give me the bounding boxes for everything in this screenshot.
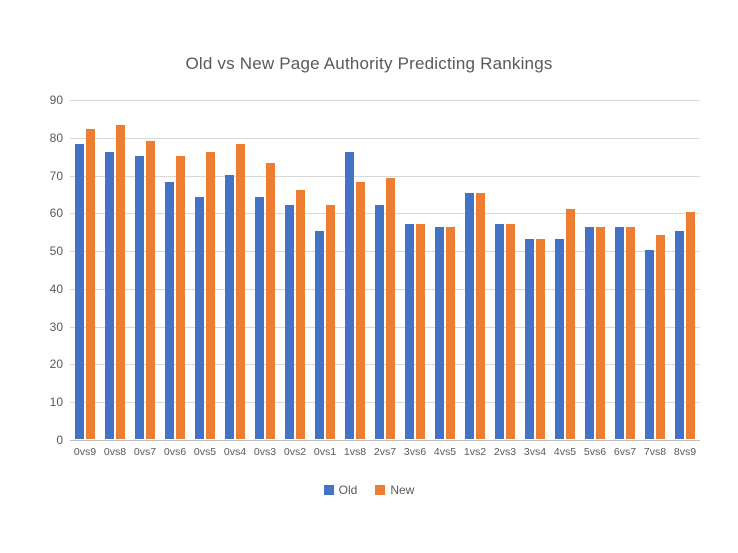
x-tick-label-11: 3vs6 xyxy=(403,446,427,458)
x-tick-label-4: 0vs5 xyxy=(193,446,217,458)
bar-old-14-2vs3 xyxy=(495,223,504,439)
gridline-80 xyxy=(70,137,700,139)
bar-new-8-0vs1 xyxy=(326,204,335,439)
bar-new-20-8vs9 xyxy=(686,212,695,439)
x-tick-label-16: 4vs5 xyxy=(553,446,577,458)
gridline-40 xyxy=(70,288,700,290)
x-tick-label-17: 5vs6 xyxy=(583,446,607,458)
bar-new-3-0vs6 xyxy=(176,155,185,439)
gridline-90 xyxy=(70,100,700,101)
bar-new-5-0vs4 xyxy=(236,144,245,439)
y-tick-label-10: 10 xyxy=(49,395,63,410)
legend-item-new: New xyxy=(375,483,414,497)
bar-new-12-4vs5 xyxy=(446,227,455,439)
bar-old-19-7vs8 xyxy=(645,250,654,439)
y-tick-label-30: 30 xyxy=(49,319,63,334)
x-tick-label-8: 0vs1 xyxy=(313,446,337,458)
legend-label: Old xyxy=(338,483,358,497)
bar-new-10-2vs7 xyxy=(386,178,395,439)
bar-old-8-0vs1 xyxy=(315,231,324,439)
y-tick-label-50: 50 xyxy=(49,244,63,259)
bar-new-16-4vs5 xyxy=(566,208,575,439)
bar-old-16-4vs5 xyxy=(555,238,564,439)
gridline-10 xyxy=(70,402,700,404)
bar-old-20-8vs9 xyxy=(675,231,684,439)
x-tick-label-1: 0vs8 xyxy=(103,446,127,458)
x-tick-label-13: 1vs2 xyxy=(463,446,487,458)
x-tick-label-6: 0vs3 xyxy=(253,446,277,458)
bar-old-4-0vs5 xyxy=(195,197,204,439)
legend-label: New xyxy=(390,483,415,497)
legend-swatch-icon xyxy=(323,485,334,495)
chart-title: Old vs New Page Authority Predicting Ran… xyxy=(185,54,553,73)
legend-item-old: Old xyxy=(323,483,358,497)
bar-new-9-1vs8 xyxy=(356,182,365,439)
bar-old-0-0vs9 xyxy=(75,144,84,439)
x-tick-label-20: 8vs9 xyxy=(673,446,697,458)
x-tick-label-2: 0vs7 xyxy=(133,446,157,458)
bar-new-1-0vs8 xyxy=(116,125,125,439)
x-tick-label-18: 6vs7 xyxy=(613,446,637,458)
bar-old-12-4vs5 xyxy=(435,227,444,439)
y-tick-label-20: 20 xyxy=(49,357,63,372)
x-tick-label-12: 4vs5 xyxy=(433,446,457,458)
x-tick-label-7: 0vs2 xyxy=(283,446,307,458)
bar-old-6-0vs3 xyxy=(255,197,264,439)
x-tick-label-19: 7vs8 xyxy=(643,446,667,458)
bar-new-19-7vs8 xyxy=(656,235,665,439)
gridline-60 xyxy=(70,213,700,215)
bar-old-3-0vs6 xyxy=(165,182,174,439)
gridline-70 xyxy=(70,175,700,177)
y-tick-label-40: 40 xyxy=(49,281,63,296)
gridline-0 xyxy=(70,440,700,441)
legend: Old New xyxy=(0,483,738,497)
x-tick-label-9: 1vs8 xyxy=(343,446,367,458)
bar-old-7-0vs2 xyxy=(285,204,294,439)
bar-old-9-1vs8 xyxy=(345,151,354,439)
x-tick-label-0: 0vs9 xyxy=(73,446,97,458)
bar-old-10-2vs7 xyxy=(375,204,384,439)
gridline-50 xyxy=(70,251,700,253)
bar-new-11-3vs6 xyxy=(416,223,425,439)
x-tick-label-15: 3vs4 xyxy=(523,446,547,458)
bar-new-18-6vs7 xyxy=(626,227,635,439)
y-tick-label-0: 0 xyxy=(56,433,63,447)
bar-new-14-2vs3 xyxy=(506,223,515,439)
bar-old-15-3vs4 xyxy=(525,238,534,439)
plot-area xyxy=(70,100,700,441)
bar-new-17-5vs6 xyxy=(596,227,605,439)
bar-new-2-0vs7 xyxy=(146,140,155,439)
bar-new-15-3vs4 xyxy=(536,238,545,439)
bar-old-11-3vs6 xyxy=(405,223,414,439)
bar-new-0-0vs9 xyxy=(86,129,95,439)
x-tick-label-5: 0vs4 xyxy=(223,446,247,458)
bar-new-7-0vs2 xyxy=(296,189,305,439)
x-tick-label-14: 2vs3 xyxy=(493,446,517,458)
y-tick-label-80: 80 xyxy=(49,130,63,145)
legend-swatch-icon xyxy=(375,485,386,495)
bar-old-1-0vs8 xyxy=(105,151,114,439)
bar-old-5-0vs4 xyxy=(225,174,234,439)
bar-old-18-6vs7 xyxy=(615,227,624,439)
bar-old-17-5vs6 xyxy=(585,227,594,439)
bar-new-6-0vs3 xyxy=(266,163,275,439)
bar-old-13-1vs2 xyxy=(465,193,474,439)
x-tick-label-3: 0vs6 xyxy=(163,446,187,458)
y-tick-label-60: 60 xyxy=(49,206,63,221)
y-tick-label-90: 90 xyxy=(49,93,63,107)
gridline-20 xyxy=(70,364,700,366)
bar-new-4-0vs5 xyxy=(206,151,215,439)
gridline-30 xyxy=(70,326,700,328)
bar-old-2-0vs7 xyxy=(135,155,144,439)
x-tick-label-10: 2vs7 xyxy=(373,446,397,458)
bar-new-13-1vs2 xyxy=(476,193,485,439)
y-tick-label-70: 70 xyxy=(49,168,63,183)
